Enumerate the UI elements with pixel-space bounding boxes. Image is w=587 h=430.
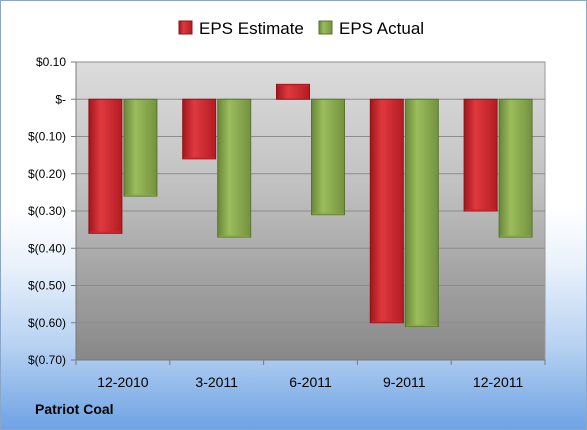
actual-bar-12-2010 [123, 98, 158, 197]
y-tick-label: $(0.70) [28, 353, 66, 367]
x-axis: 12-2010 3-2011 6-2011 9-2011 12-2011 [75, 359, 546, 390]
bar-cap [124, 194, 156, 197]
y-tick-label: $- [55, 92, 66, 106]
bar-cap [406, 324, 438, 327]
estimate-bar-9-2011 [369, 98, 404, 324]
estimate-bar-3-2011 [182, 98, 217, 160]
legend: EPS Estimate EPS Actual [178, 19, 424, 38]
legend-swatch-actual [318, 20, 333, 35]
bars [88, 83, 533, 327]
y-tick-label: $(0.60) [28, 316, 66, 330]
actual-bar-6-2011 [311, 98, 345, 216]
x-tick-label: 9-2011 [383, 374, 426, 390]
bar-cap [277, 84, 309, 87]
y-tick-label: $(0.40) [28, 241, 66, 255]
y-tick-label: $0.10 [36, 55, 66, 69]
estimate-bar-6-2011 [276, 83, 310, 100]
legend-label-estimate: EPS Estimate [199, 19, 304, 38]
bar-cap [218, 235, 250, 238]
y-tick-label: $(0.10) [28, 130, 66, 144]
x-tick-label: 12-2010 [97, 374, 149, 390]
y-axis: $0.10 $- $(0.10) $(0.20) $(0.30) $(0.40) $(0.5… [28, 55, 77, 367]
x-tick-label: 12-2011 [473, 374, 524, 390]
actual-bar-9-2011 [404, 98, 439, 327]
company-name: Patriot Coal [35, 401, 114, 417]
actual-bar-12-2011 [498, 98, 533, 238]
bar-cap [312, 212, 344, 215]
bar-cap [500, 235, 532, 238]
actual-bar-3-2011 [217, 98, 252, 238]
x-tick-label: 3-2011 [195, 374, 238, 390]
y-tick-label: $(0.30) [28, 204, 66, 218]
bar-cap [183, 156, 215, 159]
bar-cap [89, 231, 121, 234]
legend-label-actual: EPS Actual [339, 19, 424, 38]
y-tick-label: $(0.20) [28, 167, 66, 181]
bar-cap [465, 209, 497, 211]
legend-swatch-estimate [178, 20, 193, 35]
estimate-bar-12-2011 [463, 98, 498, 212]
bar-cap [371, 320, 403, 323]
y-tick-label: $(0.50) [28, 279, 66, 293]
estimate-bar-12-2010 [88, 98, 123, 234]
x-tick-label: 6-2011 [289, 374, 332, 390]
